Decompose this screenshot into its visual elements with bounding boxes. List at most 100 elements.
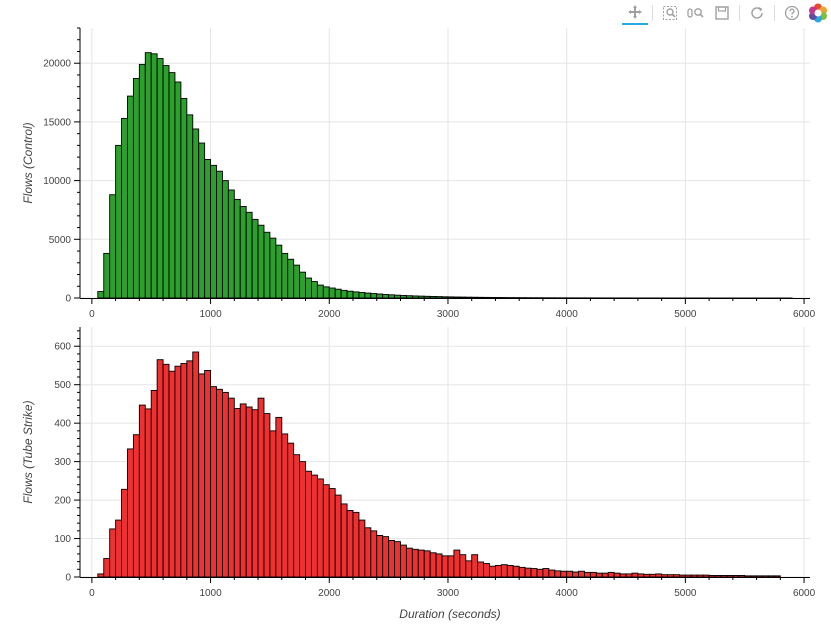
histogram-bar bbox=[589, 571, 597, 578]
y-axis-label: Flows (Control) bbox=[21, 122, 35, 203]
histogram-bar bbox=[483, 296, 490, 299]
histogram-bar bbox=[465, 560, 473, 578]
histogram-bar bbox=[322, 286, 330, 299]
x-tick-label: 1000 bbox=[199, 588, 222, 599]
histogram-bar bbox=[168, 72, 176, 299]
histogram-bar bbox=[720, 575, 728, 578]
histogram-bar bbox=[121, 117, 128, 299]
histogram-bar bbox=[566, 570, 574, 578]
histogram-bar bbox=[239, 205, 247, 299]
histogram-bar bbox=[631, 572, 639, 578]
histogram-bar bbox=[180, 97, 188, 299]
histogram-bar bbox=[227, 189, 235, 299]
histogram-bar bbox=[97, 291, 105, 299]
histogram-bar bbox=[227, 397, 235, 578]
histogram-bar bbox=[447, 296, 455, 299]
histogram-bar bbox=[388, 540, 395, 578]
histogram-bar bbox=[287, 442, 295, 578]
histogram-bar bbox=[245, 211, 253, 299]
histogram-bar bbox=[714, 575, 722, 578]
histogram-bar bbox=[144, 52, 152, 299]
histogram-bar bbox=[441, 555, 449, 578]
histogram-bar bbox=[340, 289, 348, 299]
histogram-bar bbox=[340, 503, 348, 578]
histogram-bar bbox=[233, 408, 241, 578]
histogram-bar bbox=[192, 351, 200, 578]
histogram-bar bbox=[364, 292, 372, 299]
save-tool[interactable] bbox=[709, 1, 735, 25]
histogram-bar bbox=[459, 554, 467, 578]
histogram-bar bbox=[441, 296, 449, 299]
histogram-bar bbox=[643, 573, 651, 578]
histogram-bar bbox=[394, 294, 401, 299]
histogram-bar bbox=[168, 370, 176, 578]
help-tool[interactable] bbox=[779, 1, 805, 25]
histogram-bar bbox=[429, 296, 437, 299]
box-zoom-tool[interactable] bbox=[657, 1, 683, 25]
histogram-bar bbox=[382, 294, 390, 299]
histogram-bar bbox=[186, 360, 194, 578]
x-tick-label: 0 bbox=[89, 588, 95, 599]
histogram-bar bbox=[613, 572, 621, 578]
histogram-bar bbox=[506, 565, 514, 578]
histogram-bar bbox=[150, 53, 158, 299]
histogram-bar bbox=[334, 288, 342, 299]
histogram-bar bbox=[536, 568, 544, 578]
histogram-bar bbox=[388, 294, 395, 299]
bokeh-logo[interactable] bbox=[805, 1, 831, 25]
histogram-bar bbox=[773, 575, 781, 578]
x-axis-label: Duration (seconds) bbox=[399, 607, 500, 621]
histogram-bar bbox=[358, 519, 366, 578]
histogram-bar bbox=[221, 391, 229, 578]
x-tick-label: 1000 bbox=[199, 309, 222, 320]
y-tick-label: 5000 bbox=[49, 235, 72, 246]
histogram-bar bbox=[97, 573, 105, 578]
histogram-bar bbox=[311, 474, 318, 578]
histogram-bar bbox=[198, 373, 206, 578]
x-tick-label: 3000 bbox=[437, 309, 460, 320]
histogram-bar bbox=[667, 574, 674, 578]
chart-panel-1: 0 5000 10000 15000 20000 0 1000 2000 3000 4000 500… bbox=[21, 27, 816, 320]
histogram-bar bbox=[311, 281, 318, 299]
histogram-bar bbox=[364, 527, 372, 578]
histogram-bar bbox=[281, 433, 289, 578]
box-zoom-icon bbox=[663, 6, 677, 20]
histogram-bar bbox=[762, 575, 769, 578]
bokeh-logo-icon bbox=[809, 3, 827, 23]
histogram-bar bbox=[186, 114, 194, 299]
wheel-zoom-tool[interactable] bbox=[683, 1, 709, 25]
histogram-bar bbox=[690, 574, 698, 578]
histogram-bar bbox=[251, 218, 259, 299]
x-tick-label: 6000 bbox=[793, 588, 816, 599]
histogram-bar bbox=[293, 454, 301, 578]
histogram-bar bbox=[376, 535, 384, 578]
histogram-bar bbox=[400, 295, 407, 299]
histogram-bar bbox=[127, 448, 134, 578]
histogram-bar bbox=[584, 571, 591, 578]
histogram-bar bbox=[210, 386, 217, 578]
histogram-bar bbox=[251, 409, 259, 578]
histogram-bar bbox=[400, 544, 407, 578]
histogram-bar bbox=[334, 494, 342, 578]
histogram-bar bbox=[138, 404, 146, 578]
pan-tool[interactable] bbox=[622, 1, 648, 25]
histogram-bar bbox=[394, 541, 401, 578]
reset-icon bbox=[751, 7, 763, 19]
x-tick-label: 2000 bbox=[318, 588, 341, 599]
toolbar-divider bbox=[739, 5, 740, 21]
y-tick-label: 200 bbox=[54, 496, 71, 507]
histogram-bar bbox=[275, 416, 283, 578]
histogram-bar bbox=[411, 295, 419, 299]
reset-tool[interactable] bbox=[744, 1, 770, 25]
histogram-bar bbox=[435, 553, 443, 578]
histogram-bar bbox=[447, 555, 455, 578]
y-tick-label: 600 bbox=[54, 342, 71, 353]
histogram-bar bbox=[305, 470, 312, 578]
histogram-bar bbox=[216, 388, 223, 578]
histogram-bar bbox=[637, 573, 645, 578]
y-tick-label: 500 bbox=[54, 380, 71, 391]
histogram-bar bbox=[150, 390, 158, 578]
histogram-bar bbox=[316, 284, 324, 299]
histogram-bar bbox=[103, 252, 111, 299]
